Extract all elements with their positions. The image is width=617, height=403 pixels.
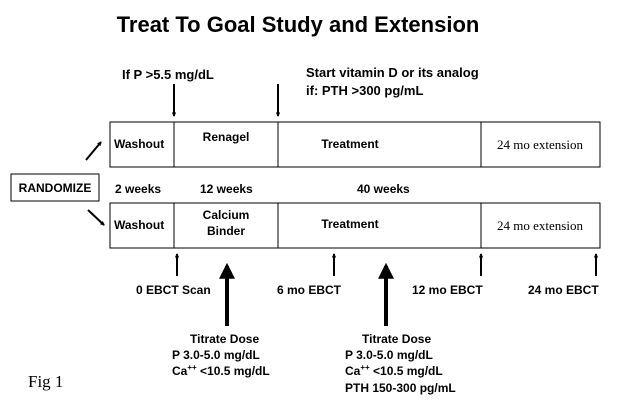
top-extension-label: 24 mo extension xyxy=(497,137,583,152)
six-month-scan-label: 6 mo EBCT xyxy=(277,283,342,297)
treatment-duration: 40 weeks xyxy=(357,182,410,196)
bottom-drug-label-line1: Calcium xyxy=(203,208,250,222)
top-arm: Washout Renagel Treatment 24 mo extensio… xyxy=(109,121,601,168)
randomize-label: RANDOMIZE xyxy=(19,181,92,195)
top-arm-box xyxy=(109,121,601,168)
titrate-right-heading: Titrate Dose xyxy=(362,332,431,346)
vitamin-d-criterion-line1: Start vitamin D or its analog xyxy=(306,65,479,80)
top-treatment-label: Treatment xyxy=(321,137,378,151)
top-drug-label: Renagel xyxy=(203,130,250,144)
titrate-left-phosphorus: P 3.0-5.0 mg/dL xyxy=(172,348,260,362)
twentyfour-month-scan-label: 24 mo EBCT xyxy=(528,283,599,297)
titrate-right-phosphorus: P 3.0-5.0 mg/dL xyxy=(345,348,433,362)
titrate-right-calcium: Ca++ <10.5 mg/dL xyxy=(345,363,443,378)
randomize-box xyxy=(10,173,100,202)
twelve-month-scan-label: 12 mo EBCT xyxy=(412,283,483,297)
titrate-left-block: Titrate Dose P 3.0-5.0 mg/dL Ca++ <10.5 … xyxy=(172,332,270,378)
titrate-right-pth: PTH 150-300 pg/mL xyxy=(345,381,456,395)
washout-duration: 2 weeks xyxy=(115,182,161,196)
randomize-arrow-top xyxy=(85,141,102,161)
baseline-scan-label: 0 EBCT Scan xyxy=(136,283,211,297)
bottom-washout-label: Washout xyxy=(114,218,164,232)
drug-duration: 12 weeks xyxy=(200,182,253,196)
bottom-extension-label: 24 mo extension xyxy=(497,218,583,233)
diagram-title: Treat To Goal Study and Extension xyxy=(117,12,480,37)
bottom-drug-label-line2: Binder xyxy=(207,224,245,238)
bottom-treatment-label: Treatment xyxy=(321,217,378,231)
titrate-left-heading: Titrate Dose xyxy=(190,332,259,346)
bottom-arm: Washout Calcium Binder Treatment 24 mo e… xyxy=(109,202,601,249)
phosphorus-criterion: If P >5.5 mg/dL xyxy=(122,67,214,82)
figure-label: Fig 1 xyxy=(28,372,63,391)
titrate-right-block: Titrate Dose P 3.0-5.0 mg/dL Ca++ <10.5 … xyxy=(345,332,456,395)
titrate-left-calcium: Ca++ <10.5 mg/dL xyxy=(172,363,270,378)
top-washout-label: Washout xyxy=(114,137,164,151)
vitamin-d-criterion-line2: if: PTH >300 pg/mL xyxy=(306,83,423,98)
bottom-arm-box xyxy=(109,202,601,249)
randomize-arrow-bottom xyxy=(87,209,105,226)
